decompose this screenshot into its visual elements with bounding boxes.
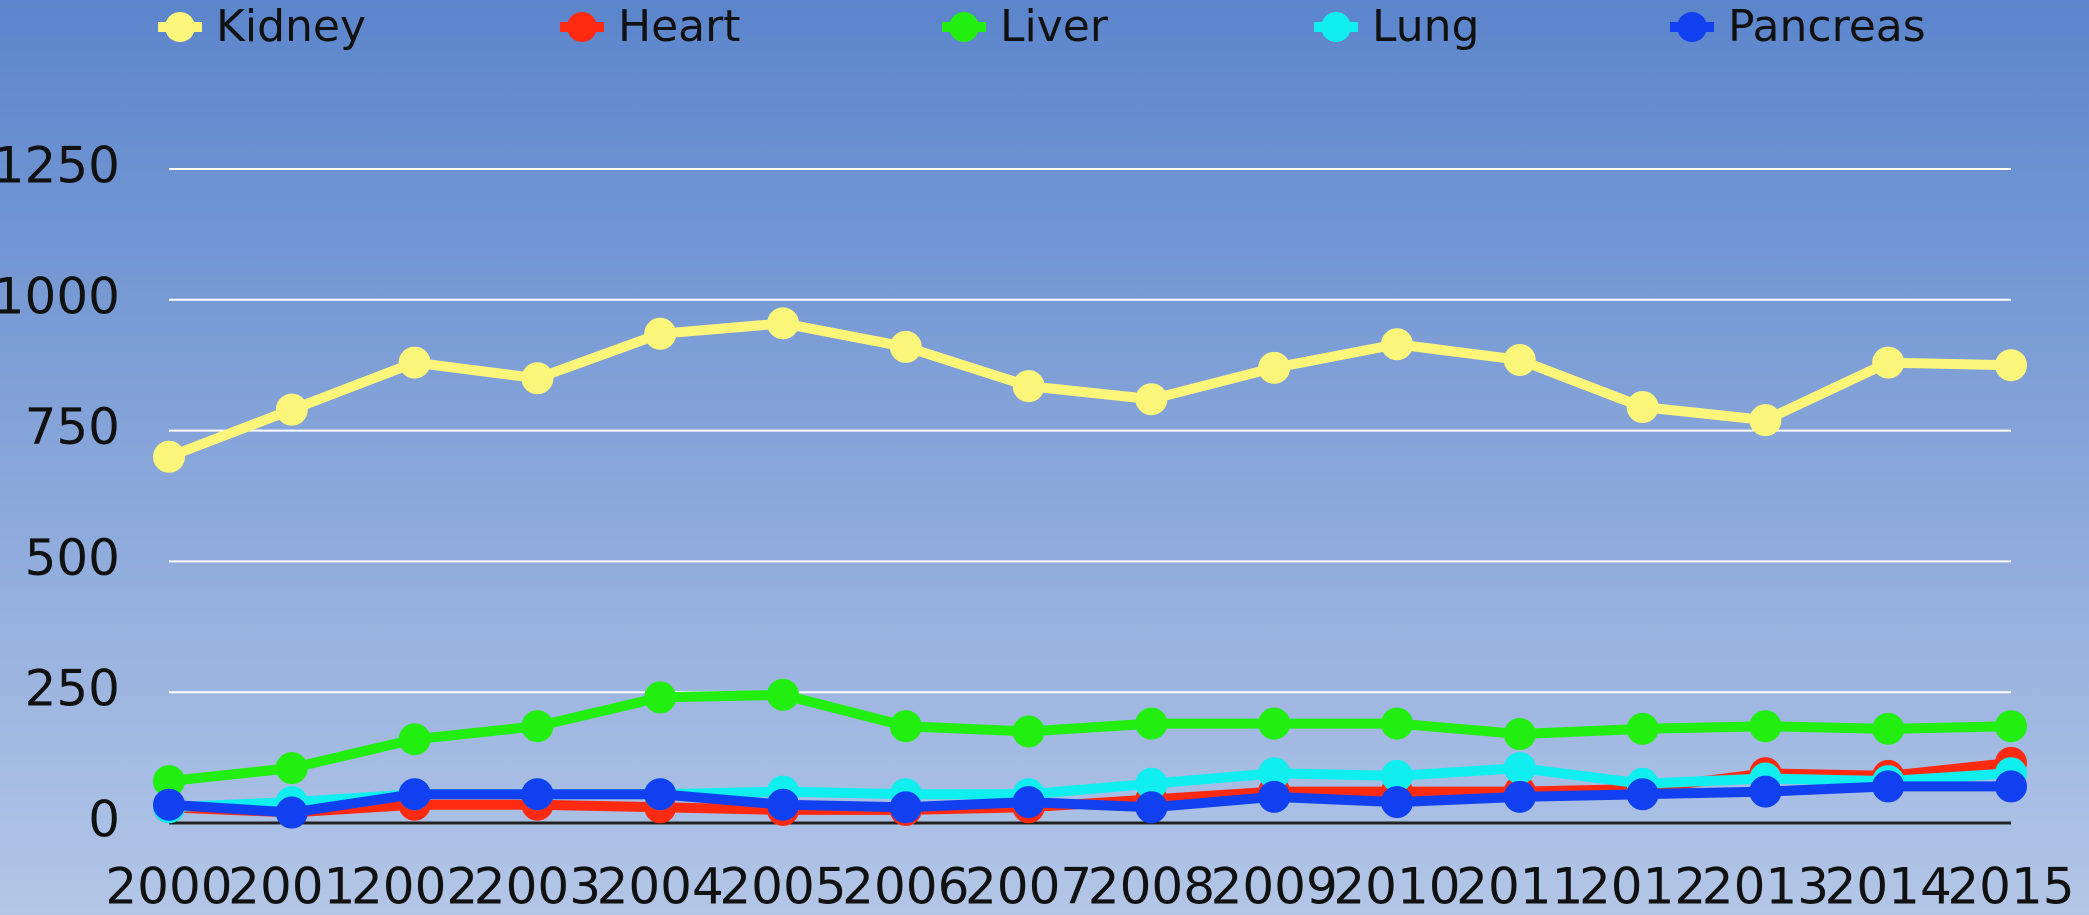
x-tick-label: 2011 [1456, 858, 1583, 915]
data-point [1135, 707, 1168, 740]
data-point [889, 330, 922, 363]
data-point [1381, 707, 1413, 740]
series-line [168, 781, 2011, 818]
legend-marker [949, 12, 979, 42]
data-point [1503, 752, 1536, 785]
data-point [521, 778, 554, 811]
data-point [1258, 780, 1291, 813]
data-point [1012, 786, 1045, 819]
data-point [275, 796, 308, 829]
x-tick-label: 2002 [351, 858, 478, 915]
x-tick-label: 2006 [842, 858, 969, 915]
y-tick-label: 750 [25, 398, 120, 456]
data-point [889, 791, 922, 824]
x-tick-label: 2001 [228, 858, 355, 915]
data-point [767, 788, 799, 821]
data-point [398, 346, 431, 379]
data-point [767, 307, 799, 340]
legend-marker [567, 12, 597, 42]
data-point [1749, 404, 1782, 437]
legend-label: Pancreas [1728, 1, 1926, 52]
y-tick-label: 250 [25, 660, 120, 718]
data-point [1135, 791, 1168, 824]
data-point [1503, 780, 1536, 813]
data-point [1872, 712, 1905, 745]
x-tick-label: 2000 [105, 858, 232, 915]
data-point [1012, 715, 1045, 748]
data-point [1995, 770, 2027, 803]
data-point [644, 778, 677, 811]
legend-label: Liver [1000, 1, 1109, 52]
data-point [1872, 346, 1905, 379]
data-point [1135, 383, 1168, 416]
data-point [398, 778, 431, 811]
series-line [168, 689, 2012, 787]
y-tick-label: 500 [25, 529, 120, 587]
data-point [1503, 718, 1536, 751]
y-tick-label: 1000 [0, 267, 120, 325]
data-point [1503, 343, 1536, 376]
data-point [1626, 778, 1659, 811]
data-point [521, 710, 554, 743]
data-point [644, 317, 677, 350]
data-point [1258, 707, 1291, 740]
data-point [889, 710, 922, 743]
data-point [1626, 391, 1659, 424]
data-point [1995, 349, 2027, 382]
data-point [275, 393, 308, 426]
data-point [521, 362, 554, 395]
data-point [1749, 710, 1782, 743]
data-point [1872, 770, 1905, 803]
x-tick-label: 2013 [1702, 858, 1829, 915]
x-tick-label: 2007 [965, 858, 1092, 915]
data-point [644, 681, 677, 714]
data-point [1995, 710, 2027, 743]
legend-marker [165, 12, 195, 42]
data-point [1012, 370, 1045, 403]
data-point [398, 723, 431, 756]
data-point [153, 440, 185, 473]
x-tick-label: 2014 [1825, 858, 1952, 915]
x-tick-label: 2008 [1088, 858, 1215, 915]
data-point [1749, 775, 1782, 808]
data-point [1381, 786, 1413, 819]
x-tick-label: 2003 [474, 858, 601, 915]
y-tick-label: 0 [88, 791, 120, 849]
x-tick-label: 2009 [1211, 858, 1338, 915]
y-tick-label: 1250 [0, 137, 120, 195]
series-line [167, 318, 2012, 462]
legend-label: Heart [618, 1, 740, 52]
x-tick-label: 2015 [1947, 858, 2074, 915]
data-point [1381, 328, 1413, 361]
x-tick-label: 2004 [597, 858, 724, 915]
data-point [1258, 351, 1291, 384]
data-point [275, 752, 308, 785]
legend-label: Kidney [216, 1, 366, 52]
legend-marker [1677, 12, 1707, 42]
data-point [1626, 712, 1659, 745]
data-point [1381, 759, 1413, 792]
x-tick-label: 2012 [1579, 858, 1706, 915]
legend-marker [1321, 12, 1351, 42]
data-point [153, 788, 185, 821]
data-point [767, 678, 799, 711]
x-tick-label: 2010 [1333, 858, 1460, 915]
legend-label: Lung [1372, 1, 1479, 52]
x-tick-label: 2005 [719, 858, 846, 915]
